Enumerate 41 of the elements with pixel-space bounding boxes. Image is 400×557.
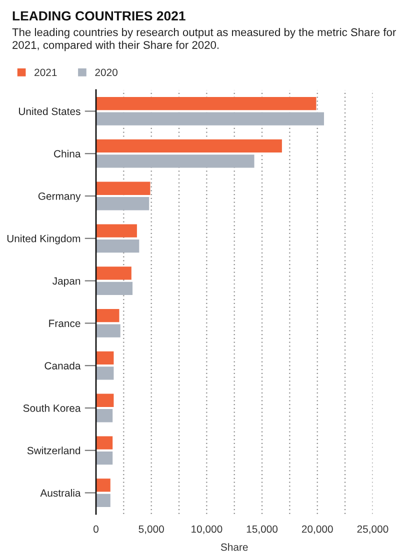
bar: [96, 308, 120, 322]
bar: [96, 451, 113, 465]
bar: [96, 182, 150, 195]
x-tick-label: 10,000: [192, 525, 222, 534]
y-tick-label: France: [49, 320, 80, 328]
legend-label: 2020: [95, 68, 118, 76]
y-tick-label: United Kingdom: [7, 234, 80, 244]
bar: [96, 224, 137, 238]
bar: [96, 139, 282, 153]
x-tick-label: 20,000: [302, 525, 333, 534]
bar: [96, 409, 113, 422]
bar: [96, 239, 140, 253]
bar: [96, 351, 114, 365]
bar: [96, 436, 113, 450]
bar: [96, 366, 114, 380]
y-tick-label: Germany: [38, 192, 81, 202]
x-axis-title: Share: [220, 543, 248, 551]
chart-subtitle: The leading countries by research output as measured by the metric Share for 2021, compared with their Share for 2020.: [12, 28, 396, 52]
x-tick-label: 15,000: [246, 525, 278, 534]
bar: [96, 494, 110, 508]
x-tick-label: 5,000: [138, 525, 164, 534]
bar: [96, 478, 110, 492]
y-tick-label: Canada: [44, 362, 81, 370]
y-tick-label: Australia: [40, 489, 81, 497]
y-tick-label: Switzerland: [27, 446, 80, 454]
bar: [96, 266, 132, 280]
bar: [96, 112, 324, 126]
bar: [96, 96, 316, 110]
x-tick-label: 25,000: [357, 525, 388, 534]
bar: [96, 394, 114, 407]
bar: [96, 282, 133, 296]
y-tick-label: China: [54, 150, 81, 158]
bar: [96, 197, 150, 210]
bar: [96, 324, 120, 338]
chart-title: LEADING COUNTRIES 2021: [12, 11, 186, 21]
x-tick-label: 0: [94, 525, 98, 533]
y-tick-label: United States: [18, 107, 80, 116]
legend-label: 2021: [34, 68, 57, 76]
bar: [96, 154, 254, 168]
y-tick-label: South Korea: [23, 404, 81, 412]
y-tick-label: Japan: [52, 277, 80, 287]
